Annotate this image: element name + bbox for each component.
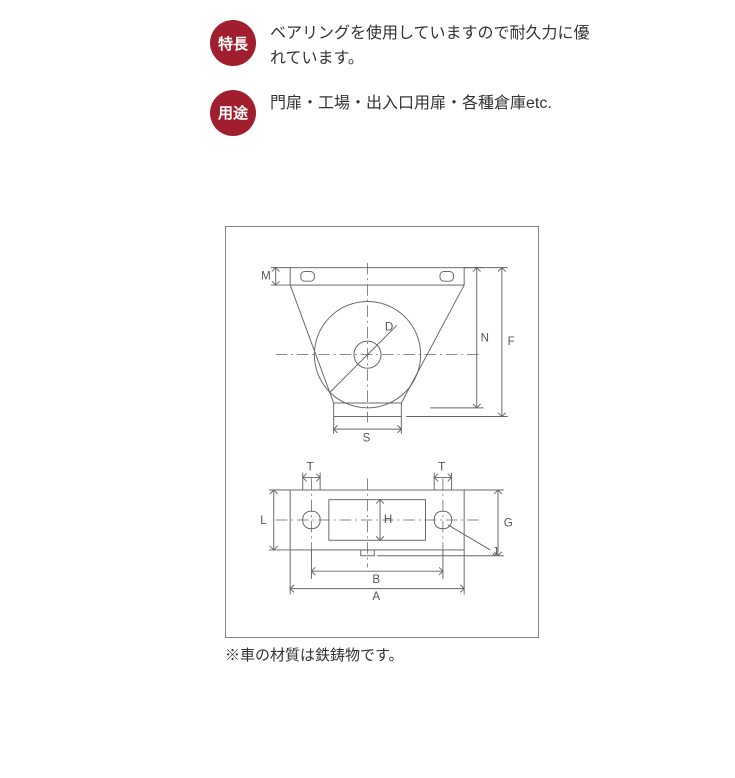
svg-text:F: F: [508, 335, 515, 348]
svg-text:T: T: [307, 460, 314, 473]
usage-badge: 用途: [210, 90, 256, 136]
svg-text:H: H: [384, 512, 392, 525]
feature-badge: 特長: [210, 20, 256, 66]
svg-text:B: B: [372, 572, 380, 585]
usage-row: 用途 門扉・工場・出入口用扉・各種倉庫etc.: [210, 90, 695, 136]
svg-text:L: L: [260, 513, 267, 526]
usage-text: 門扉・工場・出入口用扉・各種倉庫etc.: [270, 90, 552, 117]
svg-text:G: G: [504, 516, 513, 529]
feature-text: ベアリングを使用していますので耐久力に優れています。: [270, 20, 590, 72]
svg-text:A: A: [372, 590, 380, 603]
svg-text:N: N: [481, 331, 489, 344]
svg-text:J: J: [492, 545, 498, 558]
svg-text:M: M: [261, 269, 271, 282]
material-caption: ※車の材質は鉄鋳物です。: [225, 644, 695, 665]
svg-text:S: S: [363, 431, 371, 444]
svg-text:T: T: [438, 460, 445, 473]
feature-row: 特長 ベアリングを使用していますので耐久力に優れています。: [210, 20, 695, 72]
diagram-frame: D M N F S T T L H G J BA: [225, 226, 539, 638]
engineering-drawing: D M N F S T T L H G J BA: [237, 237, 527, 627]
svg-text:D: D: [385, 320, 393, 333]
info-section: 特長 ベアリングを使用していますので耐久力に優れています。 用途 門扉・工場・出…: [210, 20, 695, 136]
